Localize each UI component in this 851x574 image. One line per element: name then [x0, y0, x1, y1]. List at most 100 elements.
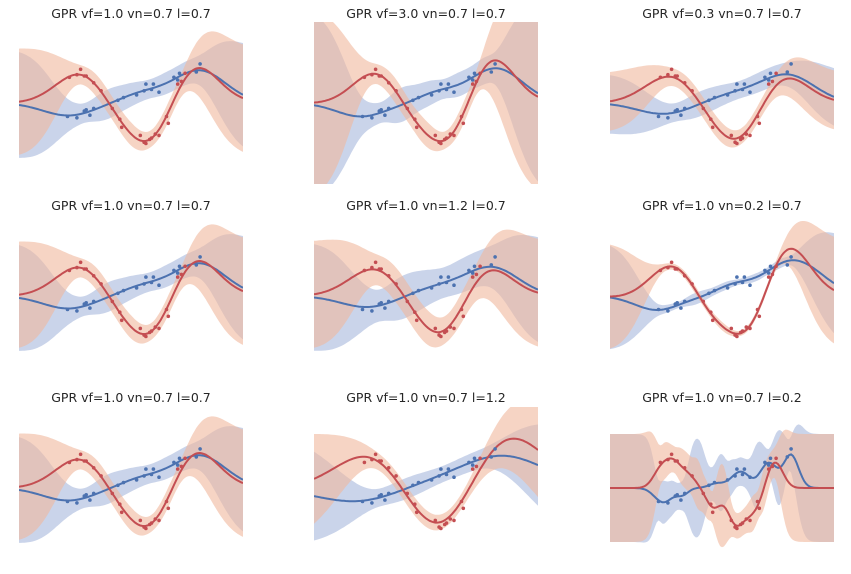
red-data-point [164, 499, 169, 504]
red-data-point [110, 106, 115, 111]
panel-title: GPR vf=0.3 vn=0.7 l=0.7 [642, 6, 801, 21]
red-data-point [459, 499, 464, 504]
blue-data-point [470, 78, 475, 82]
blue-data-point [489, 70, 494, 74]
red-data-point [379, 267, 384, 271]
red-data-point [470, 82, 475, 86]
blue-data-point [194, 263, 199, 267]
red-data-point [701, 491, 706, 496]
red-data-point [740, 329, 745, 333]
red-data-point [75, 265, 79, 270]
red-data-point [370, 457, 374, 462]
red-data-point [149, 329, 154, 333]
blue-data-point [768, 71, 773, 76]
red-data-point [414, 318, 419, 323]
red-data-point [91, 466, 96, 470]
blue-data-point [172, 268, 176, 273]
blue-data-point [177, 71, 182, 76]
blue-data-point [446, 467, 451, 471]
red-data-point [735, 334, 739, 339]
blue-data-point [452, 475, 456, 480]
red-mean-line [610, 75, 834, 140]
red-data-point [157, 326, 161, 331]
blue-data-point [470, 463, 475, 467]
blue-data-point [679, 498, 683, 502]
red-data-point [735, 526, 739, 531]
red-data-point [478, 71, 482, 76]
blue-data-point [735, 275, 739, 279]
red-data-point [459, 307, 464, 312]
blue-data-point [198, 255, 202, 259]
blue-data-point [411, 291, 415, 296]
blue-data-point [88, 498, 92, 502]
blue-data-point [748, 475, 752, 480]
blue-data-point [725, 478, 730, 482]
red-data-point [461, 314, 466, 319]
blue-data-point [740, 87, 745, 92]
panel-5: GPR vf=1.0 vn=1.2 l=0.7 [314, 198, 538, 351]
red-data-point [748, 518, 752, 523]
blue-data-point [65, 307, 70, 312]
red-data-point [744, 132, 749, 136]
blue-data-point [383, 498, 387, 502]
blue-data-point [370, 116, 374, 120]
blue-mean-line [610, 73, 834, 115]
blue-data-point [763, 75, 767, 80]
blue-data-point [679, 306, 683, 310]
red-data-point [84, 459, 88, 463]
red-data-point [179, 79, 184, 84]
red-data-point [118, 502, 122, 507]
blue-data-point [416, 480, 421, 485]
blue-data-point [768, 456, 773, 461]
blue-data-point [379, 493, 384, 497]
blue-data-point [666, 116, 670, 120]
blue-data-point [116, 483, 120, 488]
blue-data-point [144, 82, 148, 86]
blue-data-point [766, 463, 771, 467]
red-data-point [119, 318, 124, 323]
red-data-point [729, 326, 734, 331]
red-data-point [99, 282, 103, 286]
red-data-point [474, 464, 479, 469]
blue-data-point [439, 467, 443, 471]
blue-data-point [785, 455, 790, 459]
panel-1: GPR vf=1.0 vn=0.7 l=0.7 [19, 6, 243, 158]
red-data-point [448, 132, 453, 136]
red-confidence-band [19, 416, 243, 540]
red-data-point [414, 510, 419, 515]
blue-mean-line [19, 454, 243, 502]
red-data-point [470, 275, 475, 279]
red-data-point [770, 79, 775, 84]
blue-data-point [766, 271, 771, 275]
blue-data-point [370, 309, 374, 313]
red-data-point [386, 274, 391, 278]
red-data-point [99, 474, 103, 478]
blue-data-point [134, 286, 139, 290]
blue-data-point [789, 447, 793, 451]
blue-data-point [142, 282, 146, 286]
blue-data-point [452, 90, 456, 94]
blue-data-point [198, 62, 202, 66]
red-data-point [744, 517, 749, 521]
blue-data-point [446, 82, 451, 86]
blue-data-point [707, 483, 711, 488]
panel-title: GPR vf=3.0 vn=0.7 l=0.7 [346, 6, 505, 21]
red-mean-line [19, 259, 243, 336]
red-data-point [157, 133, 161, 138]
red-data-point [362, 460, 367, 465]
red-data-point [405, 299, 410, 304]
red-mean-line [314, 59, 538, 143]
red-data-point [394, 89, 398, 93]
blue-data-point [666, 501, 670, 505]
blue-data-point [151, 275, 156, 279]
blue-mean-line [314, 67, 538, 118]
blue-data-point [742, 467, 747, 471]
red-data-point [119, 125, 124, 130]
red-data-point [448, 517, 453, 521]
blue-data-point [733, 282, 737, 286]
blue-data-point [144, 467, 148, 471]
red-data-point [461, 121, 466, 126]
plot-area [19, 416, 243, 543]
blue-data-point [748, 90, 752, 94]
